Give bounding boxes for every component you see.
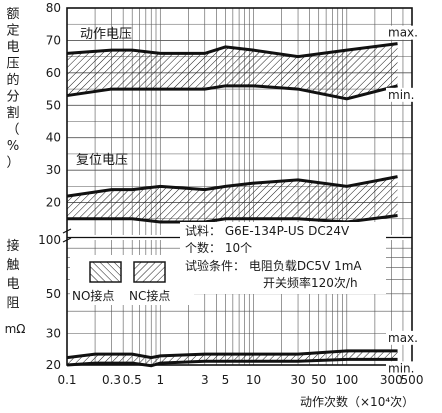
x-tick-label: 30 bbox=[290, 373, 305, 387]
y-axis-label-char: 阻 bbox=[6, 296, 19, 311]
y-axis-label-char: 触 bbox=[6, 258, 19, 273]
legend-swatch-nc bbox=[133, 261, 166, 283]
y-tick-label-upper: 80 bbox=[46, 1, 61, 15]
y-axis-label-char: （ bbox=[6, 123, 19, 138]
y-axis-label-char: % bbox=[7, 139, 19, 154]
x-tick-label: 5 bbox=[222, 373, 230, 387]
release-voltage-band bbox=[67, 176, 398, 223]
legend-swatch-no bbox=[89, 261, 122, 283]
y-tick-label-upper: 50 bbox=[46, 98, 61, 112]
tick-labels: max.min.max.min.807060504030201005030200… bbox=[38, 1, 423, 387]
data-bands bbox=[66, 42, 398, 368]
series-name-release: 复位电压 bbox=[76, 153, 128, 168]
y-tick-label-lower: 100 bbox=[38, 233, 61, 247]
release-voltage-min-line bbox=[67, 214, 398, 224]
legend-label-no: NO接点 bbox=[72, 288, 114, 303]
x-tick-label: 0.5 bbox=[123, 373, 142, 387]
release-voltage-max-line bbox=[66, 175, 398, 198]
x-tick-label: 1 bbox=[156, 373, 164, 387]
operate-max-label: max. bbox=[388, 26, 418, 40]
operate-max-bg bbox=[386, 25, 420, 40]
y-tick-label-lower: 50 bbox=[46, 287, 61, 301]
annotation-count: 个数： 10个 bbox=[185, 240, 252, 255]
x-tick-label: 3 bbox=[201, 373, 209, 387]
x-tick-label: 0.3 bbox=[102, 373, 121, 387]
y-axis-label-char: 割 bbox=[6, 105, 19, 121]
y-tick-label-upper: 30 bbox=[46, 163, 61, 177]
y-axis-label-char: ） bbox=[6, 156, 19, 171]
x-tick-label: 300 bbox=[380, 373, 403, 387]
y-tick-label-upper: 70 bbox=[46, 33, 61, 47]
y-axis-label-char: 的 bbox=[6, 72, 19, 88]
x-tick-label: 10 bbox=[246, 373, 261, 387]
axis-break-mark bbox=[62, 237, 72, 243]
y-axis-label-char: 电 bbox=[6, 277, 19, 292]
x-tick-label: 100 bbox=[335, 373, 358, 387]
plot-frame bbox=[66, 7, 413, 366]
resistance-min-label: min. bbox=[388, 361, 414, 375]
series-name-operate: 动作电压 bbox=[80, 27, 132, 42]
annotation-condition: 试验条件： 电阻负载DC5V 1mA bbox=[185, 258, 362, 273]
annotation-frequency: 开关频率120次/h bbox=[263, 275, 358, 290]
y-tick-label-upper: 20 bbox=[46, 196, 61, 210]
contact-resistance-band bbox=[67, 350, 398, 366]
contact-resistance-max-line bbox=[66, 349, 398, 360]
resistance-max-label: max. bbox=[388, 331, 418, 345]
annotation-sample: 试料： G6E-134P-US DC24V bbox=[185, 223, 350, 238]
x-axis-label: 动作次数（×10⁴次） bbox=[300, 394, 414, 409]
y-axis-label-char: 定 bbox=[6, 24, 19, 39]
y-axis-label-char: 额 bbox=[6, 7, 19, 22]
y-axis-label-char: 分 bbox=[6, 90, 19, 105]
y-axis-label-char: 接 bbox=[6, 238, 19, 254]
operate-voltage-band bbox=[67, 43, 398, 99]
operate-voltage-min-line bbox=[66, 84, 398, 101]
y-axis-label-char: 电 bbox=[6, 40, 19, 55]
resistance-max-bg bbox=[386, 330, 420, 345]
y-axis-label-char: 压 bbox=[6, 57, 19, 72]
y-tick-label-upper: 60 bbox=[46, 66, 61, 80]
x-tick-label: 50 bbox=[311, 373, 326, 387]
axis-break-mark bbox=[62, 228, 72, 234]
resistance-min-bg bbox=[386, 361, 420, 376]
operate-min-label: min. bbox=[388, 88, 414, 102]
operate-voltage-max-line bbox=[66, 42, 398, 59]
y-tick-label-upper: 40 bbox=[46, 131, 61, 145]
operate-min-bg bbox=[386, 87, 420, 102]
contact-resistance-min-line bbox=[66, 357, 398, 368]
y-tick-label-lower: 20 bbox=[46, 358, 61, 372]
y-axis-unit: mΩ bbox=[5, 322, 26, 336]
y-tick-label-lower: 30 bbox=[46, 327, 61, 341]
annotation-box bbox=[180, 222, 386, 294]
legend-label-nc: NC接点 bbox=[129, 288, 170, 303]
x-tick-label: 0.1 bbox=[57, 373, 76, 387]
x-tick-label: 500 bbox=[401, 373, 424, 387]
